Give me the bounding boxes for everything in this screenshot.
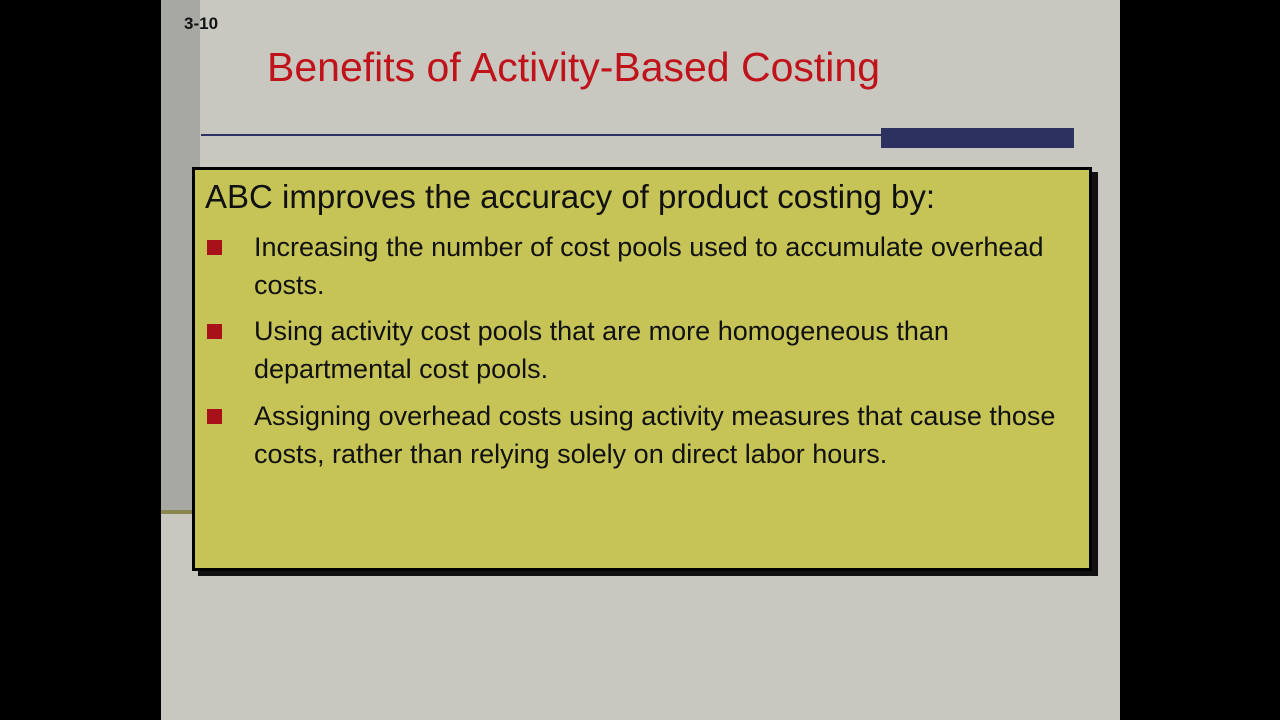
square-bullet-icon bbox=[207, 409, 222, 424]
bullet-text: Increasing the number of cost pools used… bbox=[254, 232, 1044, 300]
content-box: ABC improves the accuracy of product cos… bbox=[192, 167, 1092, 571]
bullet-item: Assigning overhead costs using activity … bbox=[207, 397, 1077, 473]
bullet-text: Using activity cost pools that are more … bbox=[254, 316, 949, 384]
title-rule bbox=[201, 134, 881, 136]
left-strip-divider bbox=[161, 510, 200, 514]
bullet-item: Increasing the number of cost pools used… bbox=[207, 228, 1077, 304]
bullet-item: Using activity cost pools that are more … bbox=[207, 312, 1077, 388]
slide: 3-10 Benefits of Activity-Based Costing … bbox=[161, 0, 1120, 720]
slide-number: 3-10 bbox=[184, 14, 219, 33]
title-accent-bar bbox=[881, 128, 1074, 148]
lead-text: ABC improves the accuracy of product cos… bbox=[205, 178, 935, 215]
square-bullet-icon bbox=[207, 240, 222, 255]
slide-title: Benefits of Activity-Based Costing bbox=[267, 44, 881, 90]
bullet-text: Assigning overhead costs using activity … bbox=[254, 401, 1056, 469]
square-bullet-icon bbox=[207, 324, 222, 339]
